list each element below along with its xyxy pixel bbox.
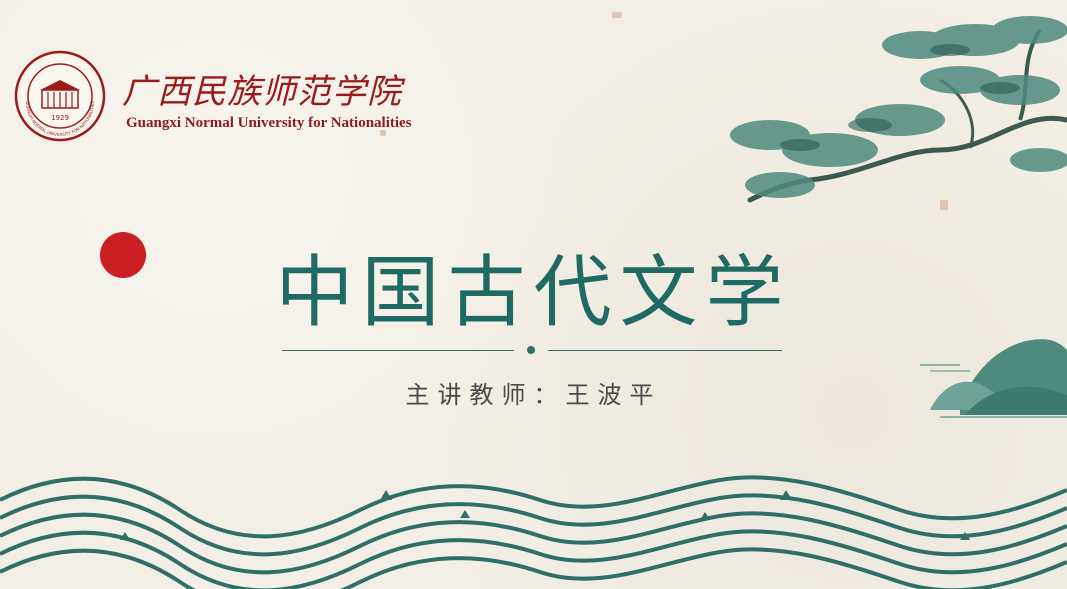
lecturer-line: 主讲教师：王波平: [405, 381, 662, 409]
paper-fleck: [612, 12, 622, 18]
paper-fleck: [380, 130, 386, 136]
university-name-cn: 广西民族师范学院: [122, 72, 402, 112]
university-seal-logo: 1929 GUANGXI NORMAL UNIVERSITY FOR NATIO…: [14, 50, 106, 142]
divider-right: [548, 350, 782, 351]
hill-illustration: [920, 339, 1067, 418]
red-sun-dot: [100, 232, 146, 278]
pine-tree-illustration: [730, 16, 1067, 203]
paper-fleck: [940, 200, 948, 210]
wave-pattern-illustration: [0, 475, 1067, 589]
seal-year: 1929: [51, 114, 69, 122]
divider-left: [282, 350, 514, 351]
university-name-en: Guangxi Normal University for Nationalit…: [126, 115, 412, 131]
divider-dot: [527, 346, 535, 354]
slide-title: 中国古代文学: [275, 248, 792, 338]
